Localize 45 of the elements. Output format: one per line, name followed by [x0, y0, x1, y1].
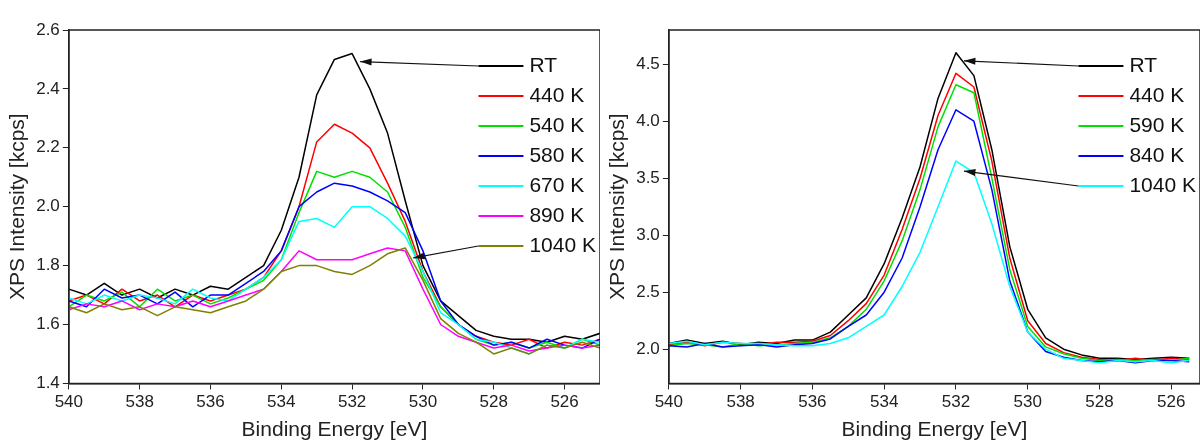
y-axis-title: XPS Intensity [kcps]	[605, 113, 629, 301]
x-tick-label: 538	[726, 392, 755, 412]
y-tick-label: 1.6	[36, 314, 60, 334]
legend-label: RT	[529, 52, 558, 76]
y-tick-label: 2.4	[36, 78, 60, 98]
x-tick-label: 530	[408, 392, 438, 412]
y-tick-label: 2.6	[36, 19, 60, 39]
legend-label: 1040 K	[529, 232, 596, 256]
x-tick-label: 534	[869, 392, 899, 412]
x-tick-label: 526	[550, 392, 579, 412]
x-tick-label: 526	[1157, 392, 1186, 412]
legend-label: 890 K	[529, 202, 585, 226]
legend-label: RT	[1129, 52, 1158, 76]
legend-label: 440 K	[1129, 82, 1185, 106]
y-axis-title: XPS Intensity [kcps]	[5, 113, 29, 301]
x-tick-label: 540	[54, 392, 84, 412]
y-tick-label: 2.0	[36, 196, 60, 216]
legend-label: 840 K	[1129, 142, 1185, 166]
legend-label: 1040 K	[1129, 172, 1196, 196]
legend-label: 440 K	[529, 82, 585, 106]
y-tick-label: 2.0	[636, 338, 660, 358]
y-tick-label: 3.0	[636, 224, 660, 244]
y-tick-label: 4.5	[636, 53, 660, 73]
y-tick-label: 2.2	[36, 137, 60, 157]
y-tick-label: 3.5	[636, 167, 660, 187]
x-tick-label: 534	[267, 392, 296, 412]
y-tick-label: 1.8	[36, 255, 60, 275]
x-tick-label: 532	[941, 392, 971, 412]
x-tick-label: 532	[337, 392, 367, 412]
legend-label: 670 K	[529, 172, 585, 196]
legend-label: 590 K	[1129, 112, 1185, 136]
x-tick-label: 528	[479, 392, 508, 412]
x-tick-label: 536	[798, 392, 827, 412]
y-tick-label: 4.0	[636, 110, 660, 130]
x-axis-title: Binding Energy [eV]	[241, 417, 428, 441]
x-tick-label: 536	[196, 392, 225, 412]
x-tick-label: 530	[1013, 392, 1042, 412]
y-tick-label: 2.5	[636, 281, 660, 301]
legend-label: 580 K	[529, 142, 585, 166]
legend-label: 540 K	[529, 112, 585, 136]
x-tick-label: 540	[654, 392, 684, 412]
x-tick-label: 538	[125, 392, 154, 412]
x-tick-label: 528	[1085, 392, 1114, 412]
y-tick-label: 1.4	[36, 373, 60, 393]
x-axis-title: Binding Energy [eV]	[841, 417, 1028, 441]
